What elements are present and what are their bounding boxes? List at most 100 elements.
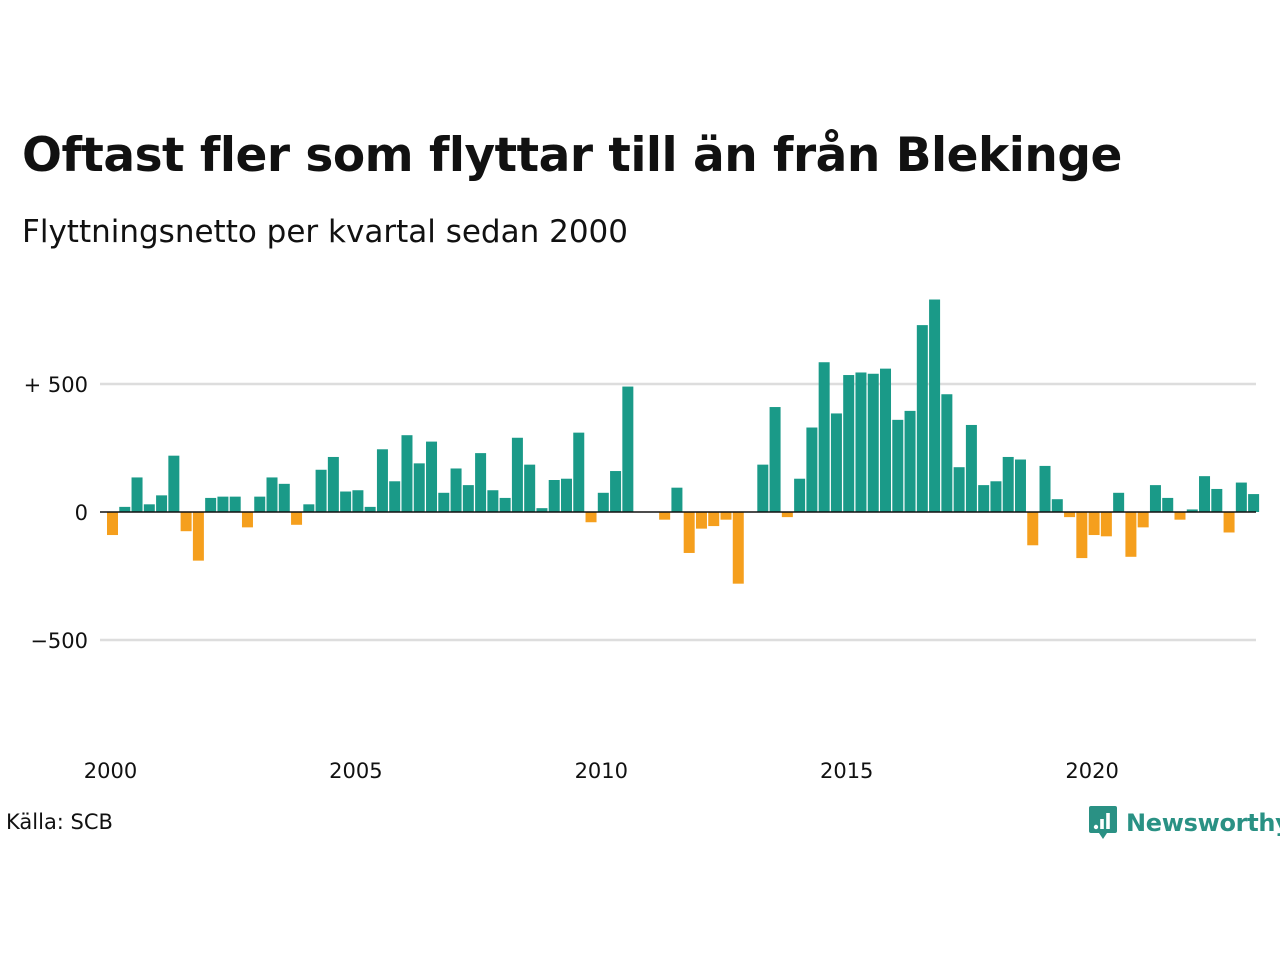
bar: 2005 K1: 85 (352, 490, 364, 512)
bar: 2017 K1: 460 (941, 394, 953, 512)
bar: 2007 K4: 85 (487, 490, 499, 512)
bar: 2003 K1: 60 (254, 496, 266, 512)
bar: 2014 K2: 330 (806, 427, 818, 512)
bar: 2005 K2: 20 (364, 506, 376, 512)
bar: 2003 K4: -50 (291, 512, 303, 525)
bar: 2019 K2: 50 (1051, 499, 1063, 512)
bar: 2013 K2: 185 (757, 464, 769, 512)
bar: 2009 K4: -40 (585, 512, 597, 523)
bar: 2000 K3: 135 (131, 477, 143, 512)
bar: 2023 K1: 115 (1235, 482, 1247, 512)
bar: 2020 K4: -175 (1125, 512, 1137, 557)
bar: 2001 K1: 65 (156, 495, 168, 512)
bar: 2019 K3: -20 (1064, 512, 1076, 518)
bar: 2020 K3: 75 (1113, 492, 1125, 512)
bar: 2004 K2: 165 (315, 469, 327, 512)
bar: 2002 K1: 55 (205, 497, 217, 512)
bar: 2006 K3: 275 (426, 441, 438, 512)
bar: 2003 K2: 135 (266, 477, 278, 512)
bar: 2000 K2: 20 (119, 506, 131, 512)
bar: 2020 K2: -95 (1100, 512, 1112, 537)
bar: 2022 K1: 10 (1186, 509, 1198, 512)
bar: 2019 K4: -180 (1076, 512, 1088, 559)
bar: 2000 K1: -90 (107, 512, 118, 536)
bar: 2008 K1: 55 (499, 497, 511, 512)
x-tick-label: 2005 (329, 759, 382, 783)
bar: 2001 K4: -190 (192, 512, 204, 561)
bar: 2000 K4: 30 (143, 504, 155, 512)
bar: 2001 K2: 220 (168, 455, 180, 512)
bar: 2003 K3: 110 (278, 483, 290, 512)
bar: 2017 K4: 105 (978, 485, 990, 512)
bar: 2002 K4: -60 (241, 512, 253, 528)
bar: 2011 K3: 95 (671, 487, 683, 512)
bar: 2002 K3: 60 (229, 496, 241, 512)
bar: 2009 K2: 130 (560, 478, 572, 512)
bar: 2012 K4: -280 (732, 512, 744, 584)
brand-logo: Newsworthy (1088, 803, 1280, 843)
y-tick-label: + 500 (24, 373, 88, 397)
bar: 2018 K2: 215 (1002, 456, 1014, 512)
grid-lines (100, 382, 1256, 642)
bar: 2015 K3: 540 (867, 373, 879, 512)
bar: 2010 K2: 160 (610, 471, 622, 512)
x-axis-ticks: 2000 2005 2010 2015 2020 (84, 759, 1119, 783)
bar: 2004 K4: 80 (340, 491, 352, 512)
bar: 2011 K2: -30 (659, 512, 671, 520)
bar: 2006 K1: 300 (401, 435, 413, 512)
bar: 2018 K1: 120 (990, 481, 1002, 512)
bar: 2016 K3: 730 (916, 325, 928, 512)
bar: 2001 K3: -75 (180, 512, 192, 532)
bar: 2002 K2: 60 (217, 496, 229, 512)
bar: 2005 K4: 120 (389, 481, 401, 512)
bar: 2008 K4: 15 (536, 508, 548, 512)
bar: 2012 K3: -30 (720, 512, 732, 520)
bar: 2021 K2: 105 (1149, 485, 1161, 512)
bar: 2009 K1: 125 (548, 480, 560, 512)
bar: 2014 K4: 385 (830, 413, 842, 512)
bar: 2018 K4: -130 (1027, 512, 1039, 546)
bar: 2004 K1: 30 (303, 504, 315, 512)
bar: 2016 K2: 395 (904, 410, 916, 512)
bar-chart-badge-icon (1089, 806, 1117, 839)
bar: 2015 K4: 560 (880, 368, 892, 512)
bar: 2021 K4: -30 (1174, 512, 1186, 520)
y-axis-ticks: + 500 0 −500 (24, 373, 88, 653)
bar: 2018 K3: 205 (1014, 459, 1026, 512)
bar: 2017 K2: 175 (953, 467, 965, 512)
chart-subtitle: Flyttningsnetto per kvartal sedan 2000 (22, 214, 628, 250)
bar: 2007 K2: 105 (462, 485, 474, 512)
brand-name: Newsworthy (1126, 809, 1280, 837)
bar: 2022 K3: 90 (1211, 488, 1223, 512)
bar: 2013 K4: -20 (781, 512, 793, 518)
bar: 2022 K2: 140 (1199, 476, 1211, 512)
chart-title: Oftast fler som flyttar till än från Ble… (22, 128, 1122, 183)
bar: 2010 K3: 490 (622, 386, 634, 512)
bar: 2015 K2: 545 (855, 372, 867, 512)
bar: 2015 K1: 535 (843, 375, 855, 512)
bar: 2014 K3: 585 (818, 362, 830, 512)
bar: 2007 K3: 230 (475, 453, 487, 512)
bar: 2016 K4: 830 (929, 299, 941, 512)
bar: 2009 K3: 310 (573, 432, 585, 512)
bar: 2017 K3: 340 (965, 424, 977, 512)
y-tick-label: −500 (30, 629, 88, 653)
bar: 2021 K3: 55 (1162, 497, 1174, 512)
bar: 2005 K3: 245 (376, 449, 388, 512)
bar: 2008 K3: 185 (524, 464, 536, 512)
bar: 2004 K3: 215 (327, 456, 339, 512)
bar: 2011 K4: -160 (683, 512, 695, 553)
x-tick-label: 2015 (820, 759, 873, 783)
x-tick-label: 2020 (1065, 759, 1118, 783)
bar: 2022 K4: -80 (1223, 512, 1235, 533)
y-tick-label: 0 (75, 501, 88, 525)
bar: 2012 K1: -65 (695, 512, 707, 529)
bar: 2007 K1: 170 (450, 468, 462, 512)
x-tick-label: 2000 (84, 759, 137, 783)
bar: 2008 K2: 290 (511, 437, 523, 512)
bar: 2023 K2: 70 (1248, 494, 1260, 512)
bar: 2012 K2: -55 (708, 512, 720, 527)
bar: 2019 K1: 180 (1039, 465, 1051, 512)
bar: 2014 K1: 130 (794, 478, 806, 512)
